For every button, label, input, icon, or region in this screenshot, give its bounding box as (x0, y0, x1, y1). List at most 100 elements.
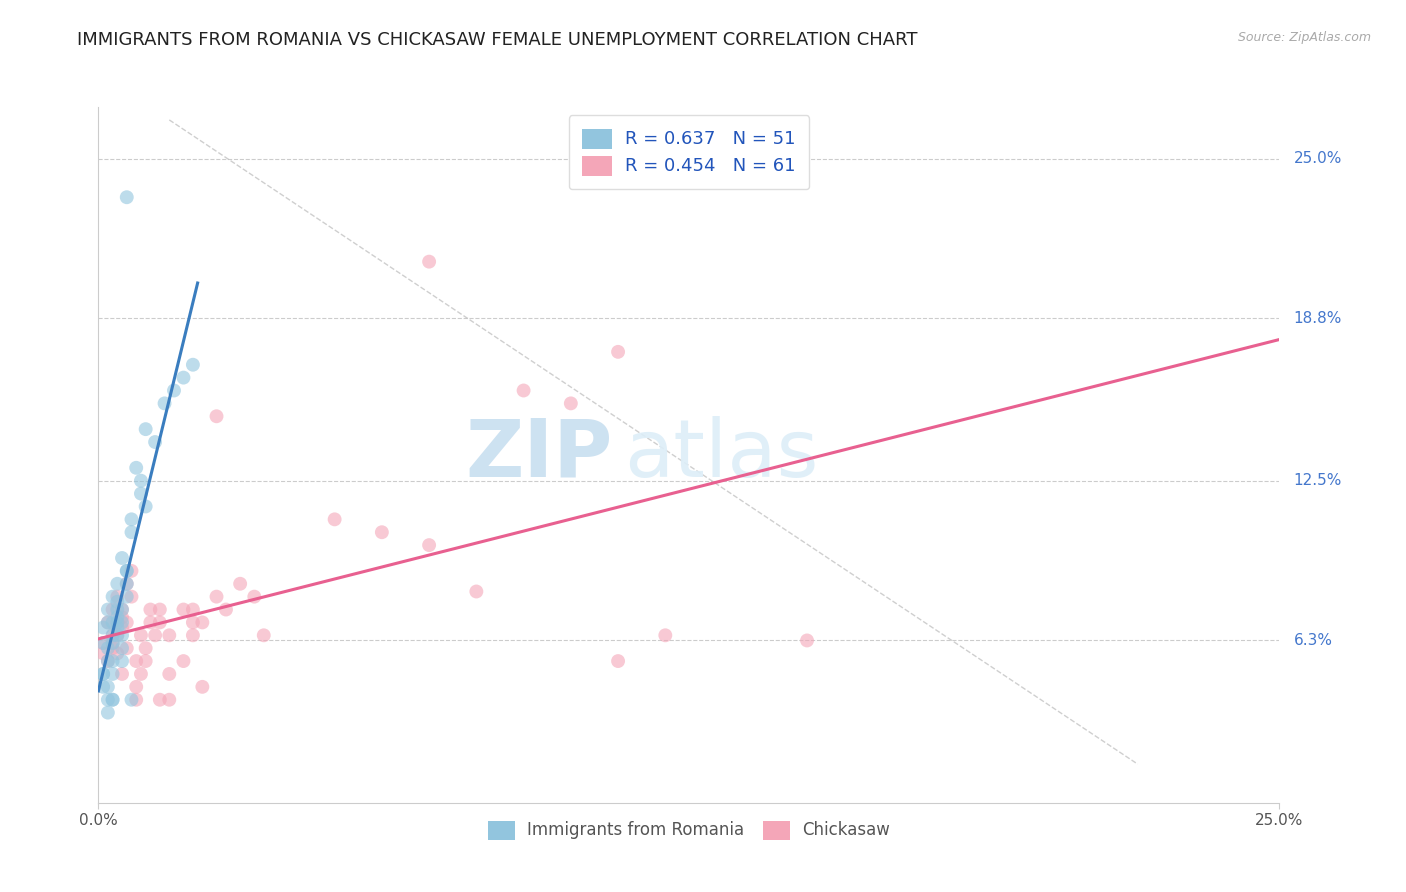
Text: 6.3%: 6.3% (1294, 633, 1333, 648)
Point (111, 621, 134, 635)
Point (105, 576, 128, 591)
Point (91, 667, 114, 681)
Point (229, 576, 252, 591)
Point (149, 602, 172, 616)
Point (253, 628, 276, 642)
Point (121, 512, 143, 526)
Point (115, 641, 138, 656)
Point (115, 564, 138, 578)
Point (97, 680, 120, 694)
Point (135, 641, 157, 656)
Point (323, 512, 346, 526)
Point (129, 474, 152, 488)
Point (111, 667, 134, 681)
Point (607, 654, 630, 668)
Point (97, 641, 120, 656)
Point (205, 590, 228, 604)
Point (97, 706, 120, 720)
Point (115, 615, 138, 630)
Point (139, 602, 162, 616)
Point (172, 370, 194, 384)
Point (111, 641, 134, 656)
Point (101, 692, 124, 706)
Text: 12.5%: 12.5% (1294, 473, 1341, 488)
Point (105, 595, 128, 609)
Point (111, 628, 134, 642)
Point (97, 615, 120, 630)
Point (111, 610, 134, 624)
Point (111, 602, 134, 616)
Text: IMMIGRANTS FROM ROMANIA VS CHICKASAW FEMALE UNEMPLOYMENT CORRELATION CHART: IMMIGRANTS FROM ROMANIA VS CHICKASAW FEM… (77, 31, 918, 49)
Point (153, 396, 176, 410)
Text: 25.0%: 25.0% (1294, 151, 1341, 166)
Point (129, 486, 152, 500)
Point (125, 692, 148, 706)
Point (418, 254, 440, 268)
Point (105, 621, 128, 635)
Point (101, 692, 124, 706)
Point (111, 654, 134, 668)
Point (125, 654, 148, 668)
Point (121, 564, 143, 578)
Point (181, 358, 204, 372)
Point (796, 633, 818, 648)
Point (181, 628, 204, 642)
Point (105, 628, 128, 642)
Point (91, 636, 114, 650)
Text: 18.8%: 18.8% (1294, 310, 1341, 326)
Point (91, 680, 114, 694)
Point (101, 636, 124, 650)
Point (105, 610, 128, 624)
Point (101, 615, 124, 630)
Point (125, 460, 148, 475)
Point (121, 525, 143, 540)
Point (149, 615, 172, 630)
Point (512, 384, 534, 398)
Point (105, 646, 128, 660)
Point (97, 692, 120, 706)
Text: atlas: atlas (624, 416, 818, 494)
Point (157, 692, 180, 706)
Point (97, 654, 120, 668)
Point (135, 422, 157, 436)
Point (172, 654, 194, 668)
Point (111, 551, 134, 566)
Point (135, 654, 157, 668)
Point (115, 564, 138, 578)
Point (97, 654, 120, 668)
Point (101, 628, 124, 642)
Point (607, 344, 630, 359)
Point (129, 667, 152, 681)
Point (115, 190, 138, 204)
Point (465, 584, 488, 599)
Point (157, 667, 180, 681)
Point (181, 615, 204, 630)
Point (129, 628, 152, 642)
Point (91, 621, 114, 635)
Point (418, 538, 440, 552)
Point (101, 641, 124, 656)
Point (115, 576, 138, 591)
Point (101, 654, 124, 668)
Point (105, 615, 128, 630)
Point (135, 500, 157, 514)
Point (149, 692, 172, 706)
Point (243, 590, 266, 604)
Point (101, 590, 124, 604)
Point (111, 615, 134, 630)
Point (91, 636, 114, 650)
Point (101, 602, 124, 616)
Point (111, 602, 134, 616)
Point (91, 667, 114, 681)
Point (105, 590, 128, 604)
Point (181, 602, 204, 616)
Point (115, 576, 138, 591)
Text: ZIP: ZIP (465, 416, 612, 494)
Point (121, 692, 143, 706)
Point (97, 615, 120, 630)
Point (371, 525, 394, 540)
Point (121, 590, 143, 604)
Point (97, 602, 120, 616)
Point (172, 602, 194, 616)
Point (143, 628, 166, 642)
